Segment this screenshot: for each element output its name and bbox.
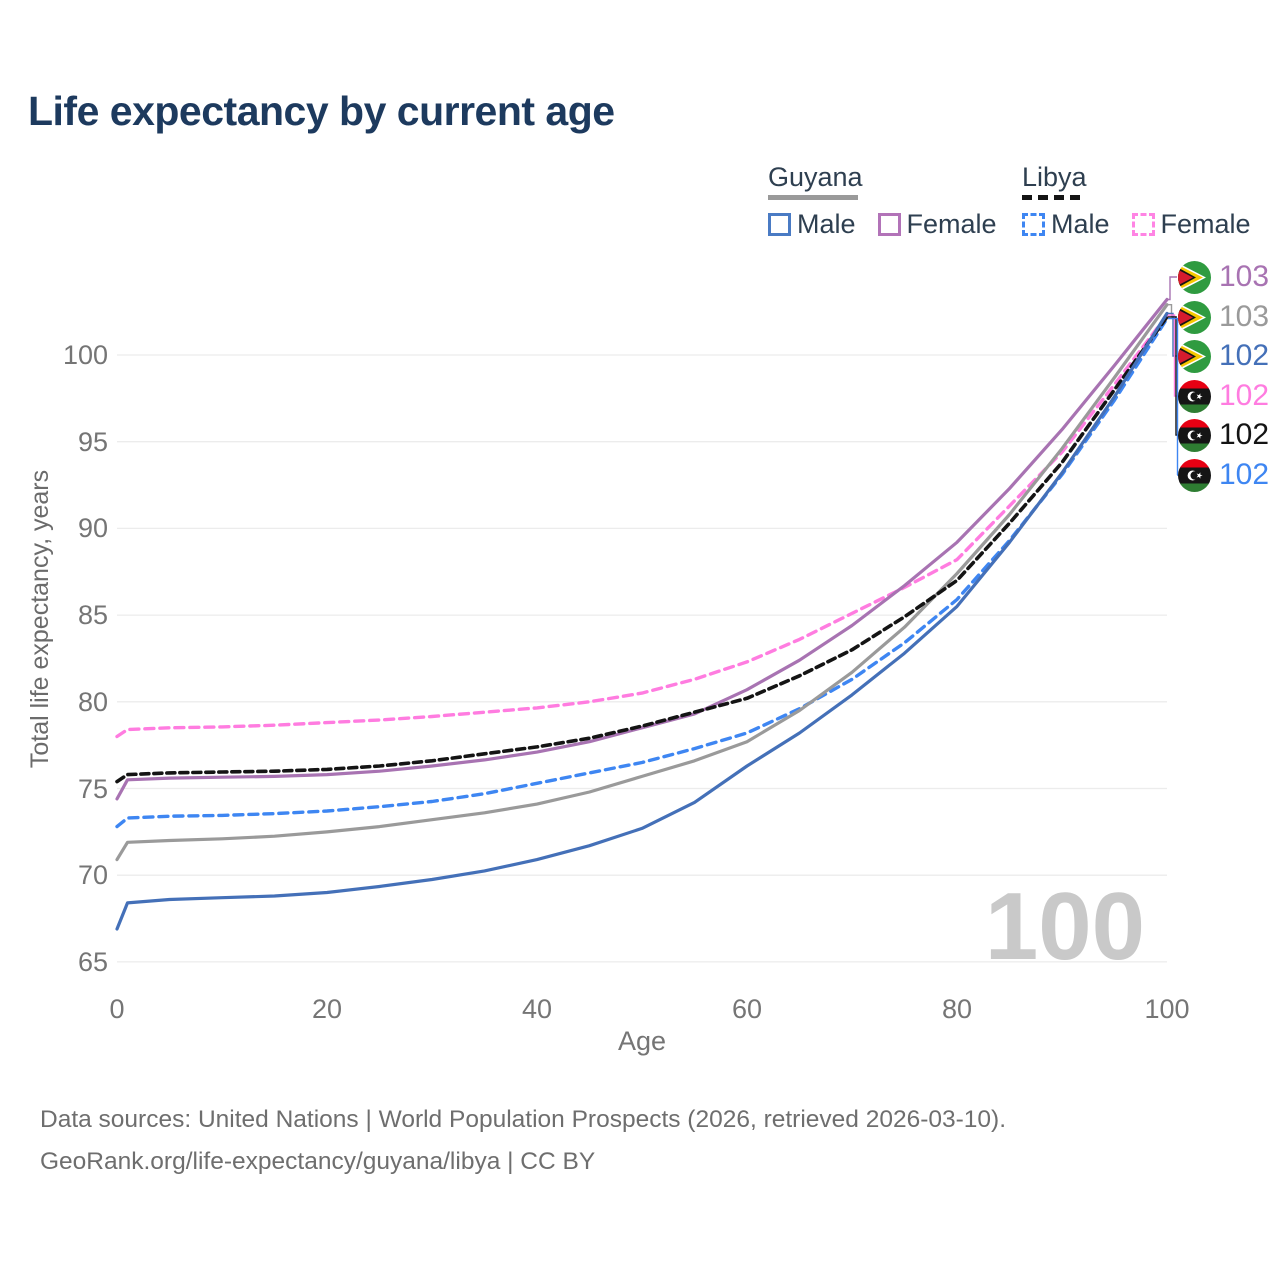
- series-line-guyana-male[interactable]: [115, 311, 1169, 931]
- series-line-libya-male[interactable]: [115, 316, 1169, 829]
- x-tick-100: 100: [1144, 994, 1190, 1024]
- legend-swatch-icon: [768, 213, 791, 236]
- series-line-libya-both-sexes[interactable]: [115, 315, 1169, 784]
- end-label-row-libya-female: 102: [1178, 379, 1269, 413]
- end-label-row-guyana-female: 103: [1178, 260, 1269, 294]
- legend-item-guyana-male[interactable]: Male: [768, 209, 856, 240]
- legend-item-libya-male[interactable]: Male: [1022, 209, 1110, 240]
- libya-flag-icon: [1178, 418, 1211, 452]
- legend-swatch-icon: [1022, 213, 1045, 236]
- libya-flag-icon: [1178, 458, 1211, 492]
- x-axis-title: Age: [617, 1026, 667, 1056]
- guyana-flag-icon: [1178, 300, 1211, 334]
- end-label-row-guyana-male: 102: [1178, 339, 1269, 373]
- legend-items-guyana: Male Female: [768, 209, 1019, 240]
- y-tick-100: 100: [62, 340, 108, 370]
- legend-swatch-icon: [877, 213, 901, 236]
- legend-item-libya-female[interactable]: Female: [1131, 209, 1251, 240]
- x-tick-80: 80: [941, 994, 973, 1024]
- end-label-value-guyana-both-sexes: 103: [1219, 300, 1270, 333]
- y-tick-70: 70: [77, 860, 108, 891]
- chart-title: Life expectancy by current age: [28, 88, 615, 134]
- legend-swatch-icon: [1131, 213, 1155, 236]
- leader-line-guyana-female: [1168, 276, 1177, 301]
- legend-item-label: Female: [906, 209, 997, 239]
- series-line-guyana-both-sexes[interactable]: [115, 303, 1169, 862]
- legend-items-libya: Male Female: [1022, 209, 1273, 240]
- y-tick-85: 85: [77, 600, 108, 631]
- end-label-row-libya-male: 102: [1178, 458, 1269, 492]
- guyana-flag-icon: [1178, 339, 1211, 373]
- y-tick-65: 65: [77, 946, 108, 977]
- legend-item-label: Male: [1051, 209, 1110, 239]
- legend-item-guyana-female[interactable]: Female: [877, 209, 997, 240]
- y-tick-80: 80: [77, 686, 108, 717]
- legend-underline-libya-both-sexes: [1022, 195, 1080, 200]
- footer-url: GeoRank.org/life-expectancy/guyana/libya…: [40, 1148, 596, 1175]
- y-tick-75: 75: [77, 773, 108, 804]
- series-line-libya-female[interactable]: [115, 313, 1169, 739]
- x-tick-20: 20: [311, 994, 343, 1024]
- legend-group-guyana: Guyana Male Female: [768, 162, 1019, 240]
- leader-line-libya-both-sexes: [1168, 316, 1177, 436]
- x-tick-40: 40: [521, 994, 553, 1024]
- leader-line-libya-male: [1168, 317, 1179, 476]
- guyana-flag-icon: [1178, 260, 1211, 294]
- end-label-value-guyana-male: 102: [1219, 339, 1270, 372]
- x-tick-0: 0: [109, 994, 125, 1024]
- legend-country-libya: Libya: [1022, 162, 1087, 192]
- footer-sources: Data sources: United Nations | World Pop…: [40, 1106, 1007, 1133]
- y-tick-90: 90: [77, 513, 108, 544]
- end-label-value-libya-both-sexes: 102: [1219, 418, 1270, 451]
- y-tick-95: 95: [77, 426, 108, 457]
- end-label-value-libya-male: 102: [1219, 458, 1270, 491]
- libya-flag-icon: [1178, 379, 1211, 413]
- legend-group-libya: Libya Male Female: [1022, 162, 1273, 240]
- legend-underline-guyana-both-sexes: [768, 195, 858, 200]
- legend-item-label: Male: [797, 209, 856, 239]
- x-tick-60: 60: [731, 994, 763, 1024]
- end-label-value-libya-female: 102: [1219, 379, 1270, 412]
- series-line-guyana-female[interactable]: [115, 297, 1169, 801]
- end-label-value-guyana-female: 103: [1219, 260, 1270, 293]
- legend-country-guyana: Guyana: [768, 162, 863, 192]
- end-label-row-guyana-both-sexes: 103: [1178, 300, 1269, 334]
- age-counter-watermark: 100: [984, 873, 1145, 980]
- end-label-row-libya-both-sexes: 102: [1178, 418, 1269, 452]
- legend-item-label: Female: [1160, 209, 1251, 239]
